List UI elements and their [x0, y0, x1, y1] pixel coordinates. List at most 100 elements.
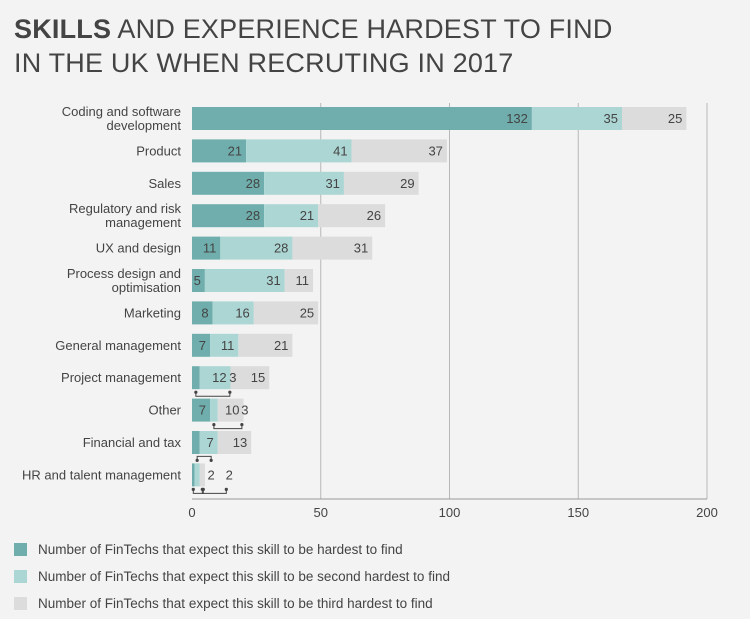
bar-segment [292, 236, 373, 260]
bar-value-label: 31 [325, 176, 339, 191]
callout-dot [228, 390, 232, 394]
bar-segment [192, 431, 200, 454]
category-label: Other [148, 403, 181, 418]
legend-swatch-hardest [14, 543, 27, 556]
x-tick-label: 50 [314, 505, 328, 520]
category-label: Coding and software [62, 104, 181, 119]
bar-segment [230, 366, 270, 390]
callout-label: 2 [226, 467, 233, 482]
category-label: HR and talent management [22, 467, 181, 482]
bar-segment [212, 301, 254, 325]
callout-line [195, 392, 231, 397]
bar-value-label: 132 [506, 111, 528, 126]
bar-segment [194, 463, 200, 487]
category-label: management [105, 215, 181, 230]
bar-value-label: 29 [400, 176, 414, 191]
title-line-1: SKILLS AND EXPERIENCE HARDEST TO FIND [14, 12, 613, 46]
bar-value-label: 7 [207, 435, 214, 450]
bar-segment [264, 171, 344, 195]
bar-segment [253, 301, 319, 325]
category-label: General management [55, 338, 181, 353]
category-label: development [107, 118, 182, 133]
bar-value-label: 31 [354, 241, 368, 256]
bar-value-label: 21 [300, 208, 314, 223]
bar-value-label: 5 [194, 273, 201, 288]
bar-value-label: 11 [296, 273, 310, 288]
bar-value-label: 21 [228, 143, 242, 158]
legend-item-hardest: Number of FinTechs that expect this skil… [14, 536, 450, 563]
bar-value-label: 28 [274, 241, 288, 256]
bar-value-label: 35 [604, 111, 618, 126]
bar-segment [192, 398, 211, 422]
bar-segment [246, 139, 352, 163]
bar-segment [192, 269, 205, 292]
x-tick-label: 100 [439, 505, 461, 520]
callout-line [192, 489, 204, 494]
bar-segment [531, 107, 623, 130]
bar-value-label: 11 [221, 338, 235, 353]
bar-value-label: 37 [428, 143, 442, 158]
bar-value-label: 28 [246, 208, 260, 223]
bar-segment [199, 366, 231, 390]
callout-line [213, 424, 243, 430]
bar-segment [192, 333, 211, 357]
bar-value-label: 41 [333, 143, 347, 158]
bar-segment [192, 463, 195, 487]
bar-value-label: 7 [199, 338, 206, 353]
legend: Number of FinTechs that expect this skil… [14, 536, 450, 617]
title-bold-part: SKILLS [14, 14, 112, 44]
bar-segment [220, 236, 293, 260]
legend-item-second: Number of FinTechs that expect this skil… [14, 563, 450, 590]
bar-segment [192, 204, 265, 228]
bar-segment [264, 204, 319, 228]
bar-segment [217, 431, 252, 454]
bar-value-label: 8 [201, 305, 208, 320]
x-tick-label: 150 [567, 505, 589, 520]
x-tick-label: 0 [188, 505, 195, 520]
title-line-2: IN THE UK WHEN RECRUTING IN 2017 [14, 48, 514, 78]
bar-value-label: 25 [668, 111, 682, 126]
chart-title: SKILLS AND EXPERIENCE HARDEST TO FIND IN… [14, 12, 613, 80]
callout-dot [201, 487, 205, 491]
title-line-1-rest: AND EXPERIENCE HARDEST TO FIND [111, 14, 613, 44]
bar-segment [192, 236, 221, 260]
bar-value-label: 7 [199, 403, 206, 418]
bar-segment [199, 463, 205, 487]
bar-segment [622, 107, 687, 130]
callout-line [196, 455, 212, 461]
x-tick-label: 200 [696, 505, 718, 520]
callout-label: 3 [241, 403, 248, 418]
legend-label-third: Number of FinTechs that expect this skil… [38, 596, 433, 611]
bar-value-label: 16 [235, 305, 249, 320]
bar-segment [192, 139, 247, 163]
category-label: Sales [148, 176, 181, 191]
callout-dot [209, 458, 213, 462]
legend-label-second: Number of FinTechs that expect this skil… [38, 569, 450, 584]
bar-value-label: 10 [225, 403, 239, 418]
bar-value-label: 25 [300, 305, 314, 320]
callout-label: 2 [208, 467, 215, 482]
category-label: optimisation [112, 280, 181, 295]
callout-label: 3 [229, 370, 236, 385]
category-label: Regulatory and risk [69, 201, 181, 216]
bar-value-label: 26 [367, 208, 381, 223]
legend-label-hardest: Number of FinTechs that expect this skil… [38, 542, 403, 557]
bar-segment [192, 107, 532, 130]
bar-segment [192, 366, 200, 390]
bar-segment [192, 301, 213, 325]
category-label: Project management [61, 370, 181, 385]
category-label: Product [136, 143, 181, 158]
bar-value-label: 15 [251, 370, 265, 385]
bar-segment [210, 333, 239, 357]
bar-value-label: 28 [246, 176, 260, 191]
bar-segment [284, 269, 314, 292]
legend-item-third: Number of FinTechs that expect this skil… [14, 590, 450, 617]
bar-segment [343, 171, 419, 195]
bar-value-label: 11 [203, 241, 217, 256]
bar-value-label: 12 [212, 370, 226, 385]
callout-line [201, 489, 227, 494]
category-label: UX and design [96, 241, 181, 256]
category-label: Marketing [124, 305, 181, 320]
callout-dot [224, 487, 228, 491]
